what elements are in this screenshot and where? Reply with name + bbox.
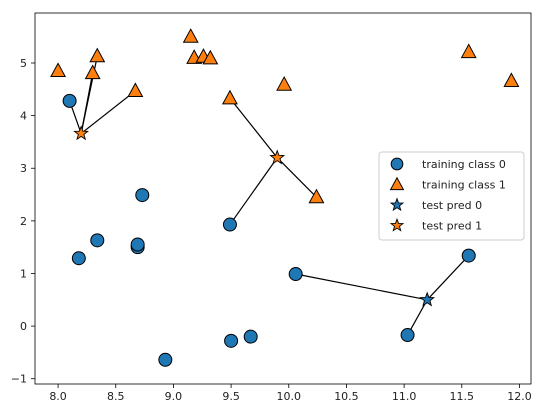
neighbor-link-line [229, 157, 278, 225]
training-point-circle [224, 333, 239, 348]
x-tick-label: 12.0 [507, 390, 532, 403]
y-tick-label: 1 [20, 267, 27, 280]
neighbor-link-line [295, 273, 428, 301]
neighbor-link-line [426, 255, 470, 301]
test-point-star [419, 291, 436, 307]
legend-marker [389, 197, 405, 212]
training-point-circle [71, 251, 86, 266]
y-tick-label: 5 [20, 57, 27, 70]
plot-frame [34, 12, 532, 385]
neighbor-link-line [229, 97, 278, 159]
training-point-circle [90, 233, 105, 248]
y-tick-label: 3 [20, 162, 27, 175]
legend-label: test pred 0 [422, 199, 482, 212]
training-point-triangle [308, 188, 325, 204]
legend-label: training class 1 [422, 179, 506, 192]
neighbor-link-line [80, 56, 98, 134]
legend-marker [390, 157, 404, 171]
test-point-star [269, 149, 286, 165]
data-points [50, 28, 520, 367]
x-tick-label: 11.0 [392, 390, 417, 403]
legend-marker [389, 217, 405, 232]
y-axis: −1 0 1 2 3 4 5 [11, 57, 35, 386]
neighbor-links [69, 56, 470, 336]
x-tick-label: 9.5 [222, 390, 240, 403]
training-point-triangle [84, 64, 101, 80]
training-point-triangle [460, 43, 477, 59]
training-point-triangle [221, 89, 238, 105]
y-tick-label: 0 [20, 320, 27, 333]
x-tick-label: 8.0 [49, 390, 67, 403]
training-point-circle [400, 328, 415, 343]
training-point-triangle [50, 62, 67, 78]
x-tick-label: 10.0 [277, 390, 302, 403]
neighbor-link-line [80, 90, 136, 134]
y-tick-label: 4 [20, 110, 27, 123]
test-point-star [73, 125, 90, 141]
training-point-triangle [202, 49, 219, 65]
training-point-circle [461, 248, 476, 263]
x-axis: 8.0 8.5 9.0 9.5 10.0 10.5 11.0 11.5 12.0 [49, 384, 532, 403]
training-point-circle [62, 93, 77, 108]
y-tick-label: 2 [20, 215, 27, 228]
training-point-circle [222, 217, 237, 232]
legend: training class 0 training class 1 test pre… [378, 151, 525, 241]
training-point-circle [135, 188, 150, 203]
x-tick-label: 10.5 [334, 390, 359, 403]
legend-label: training class 0 [422, 158, 506, 171]
training-point-circle [130, 237, 145, 252]
training-point-circle [243, 329, 258, 344]
legend-marker [389, 176, 405, 191]
x-tick-label: 11.5 [450, 390, 475, 403]
training-point-triangle [276, 76, 293, 91]
legend-box [378, 151, 525, 241]
neighbor-link-line [276, 157, 317, 198]
training-point-circle [288, 267, 303, 282]
legend-label: test pred 1 [422, 220, 482, 233]
y-tick-label: −1 [11, 373, 27, 386]
training-point-triangle [89, 47, 106, 63]
training-point-triangle [182, 28, 199, 43]
training-point-triangle [503, 72, 520, 88]
x-tick-label: 8.5 [107, 390, 125, 403]
x-tick-label: 9.0 [165, 390, 183, 403]
training-point-triangle [127, 82, 144, 98]
training-point-circle [158, 352, 173, 367]
